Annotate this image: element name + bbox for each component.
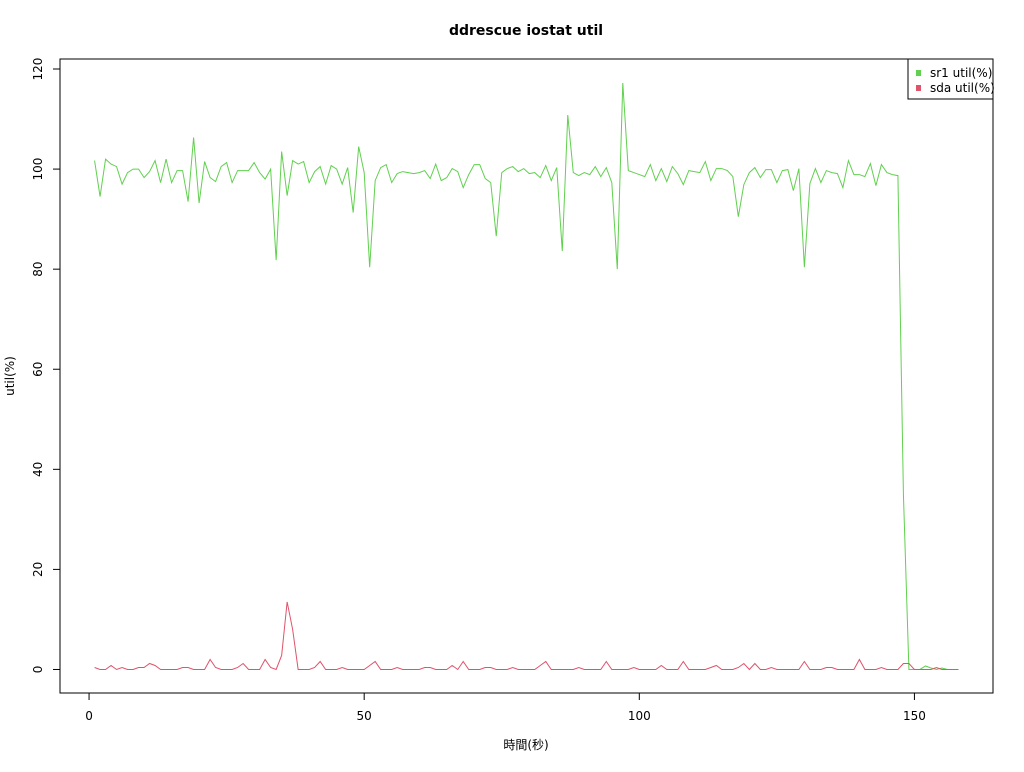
x-tick-label: 0 bbox=[85, 709, 93, 723]
y-tick-label: 80 bbox=[31, 262, 45, 277]
chart-title: ddrescue iostat util bbox=[449, 23, 603, 39]
y-tick-label: 20 bbox=[31, 562, 45, 577]
x-axis-label: 時間(秒) bbox=[503, 738, 548, 752]
x-tick-label: 50 bbox=[357, 709, 372, 723]
y-tick-label: 0 bbox=[31, 666, 45, 674]
legend-label: sda util(%) bbox=[930, 81, 995, 95]
legend-box bbox=[907, 58, 994, 100]
y-tick-label: 60 bbox=[31, 362, 45, 377]
y-tick-label: 120 bbox=[31, 58, 45, 81]
y-axis-label: util(%) bbox=[3, 356, 17, 396]
legend-swatch bbox=[916, 70, 921, 76]
series-line bbox=[94, 82, 959, 670]
x-tick-label: 150 bbox=[903, 709, 926, 723]
legend-label: sr1 util(%) bbox=[930, 66, 992, 80]
y-tick-label: 100 bbox=[31, 158, 45, 181]
y-tick-label: 40 bbox=[31, 462, 45, 477]
x-tick-label: 100 bbox=[628, 709, 651, 723]
legend-swatch bbox=[916, 85, 921, 91]
series-line bbox=[94, 601, 959, 671]
